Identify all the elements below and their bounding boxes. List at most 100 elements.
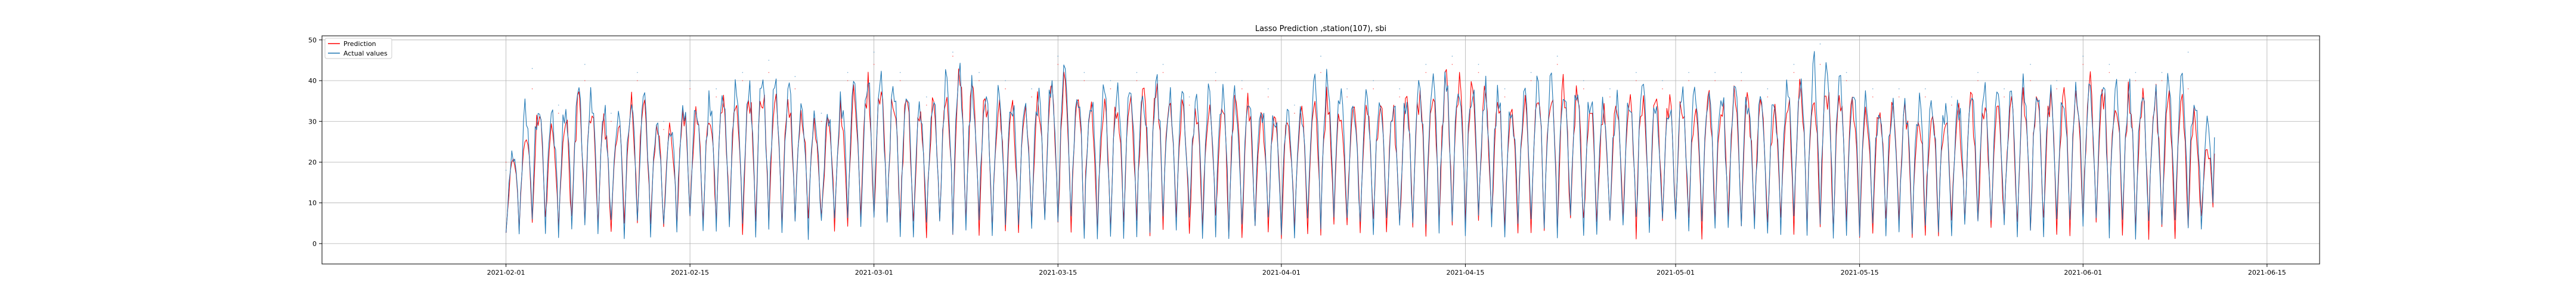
data-point-actual	[2135, 72, 2137, 73]
data-point-prediction	[1977, 80, 1979, 81]
data-point-prediction	[716, 96, 717, 98]
x-tick-label: 2021-04-15	[1446, 269, 1484, 277]
chart-title: Lasso Prediction ,station(107), sbi	[1255, 24, 1386, 33]
data-point-actual	[2056, 80, 2057, 81]
y-tick-label: 50	[308, 36, 317, 44]
data-point-prediction	[1898, 96, 1900, 98]
data-point-actual	[1268, 88, 1269, 90]
data-point-prediction	[689, 88, 691, 90]
data-point-prediction	[794, 88, 796, 90]
data-point-prediction	[1373, 88, 1374, 90]
data-point-prediction	[1478, 72, 1479, 73]
data-point-prediction	[1662, 88, 1663, 90]
data-point-actual	[1451, 56, 1453, 57]
data-point-prediction	[2004, 96, 2005, 98]
data-point-actual	[1110, 80, 1111, 81]
data-point-prediction	[979, 80, 980, 81]
y-tick-label: 20	[308, 158, 317, 166]
data-point-actual	[1767, 88, 1769, 90]
data-point-actual	[2109, 64, 2110, 65]
data-point-prediction	[1110, 88, 1111, 90]
data-point-actual	[1662, 80, 1663, 81]
data-point-prediction	[1636, 80, 1637, 81]
data-point-prediction	[2056, 88, 2057, 90]
data-point-prediction	[1399, 96, 1400, 98]
data-point-actual	[505, 170, 507, 171]
data-point-actual	[2213, 137, 2215, 139]
data-point-prediction	[1530, 80, 1532, 81]
data-point-prediction	[1846, 80, 1847, 81]
data-point-prediction	[1714, 80, 1716, 81]
data-point-actual	[1819, 43, 1821, 45]
x-axis: 2021-02-01 2021-02-15 2021-03-01 2021-03-15…	[487, 264, 2286, 277]
data-point-actual	[1241, 80, 1243, 81]
data-point-actual	[637, 72, 638, 73]
data-point-actual	[2082, 56, 2084, 57]
data-point-actual	[1951, 96, 1952, 98]
data-point-prediction	[2082, 64, 2084, 65]
data-point-prediction	[1819, 64, 1821, 65]
data-point-prediction	[1031, 96, 1032, 98]
legend-box	[324, 38, 392, 59]
data-point-prediction	[637, 80, 638, 81]
legend-label-prediction: Prediction	[343, 40, 376, 48]
data-point-actual	[689, 80, 691, 81]
data-point-prediction	[584, 80, 586, 81]
data-point-prediction	[1294, 112, 1295, 114]
x-tick-label: 2021-05-01	[1657, 269, 1695, 277]
data-point-prediction	[1005, 88, 1006, 90]
y-tick-label: 30	[308, 118, 317, 125]
series-line-actual	[506, 51, 2215, 240]
data-point-actual	[716, 88, 717, 90]
data-point-actual	[531, 67, 533, 69]
data-point-prediction	[873, 64, 875, 65]
data-point-prediction	[1504, 96, 1506, 98]
data-point-actual	[1504, 88, 1506, 90]
data-point-actual	[794, 76, 796, 77]
data-point-actual	[1609, 88, 1611, 90]
data-point-prediction	[1241, 88, 1243, 90]
data-point-actual	[926, 96, 927, 98]
y-tick-label: 0	[312, 240, 317, 248]
data-point-prediction	[1425, 72, 1427, 73]
x-tick-label: 2021-03-15	[1039, 269, 1077, 277]
data-point-prediction	[926, 105, 927, 106]
data-point-prediction	[1451, 64, 1453, 65]
data-point-actual	[1714, 72, 1716, 73]
data-point-prediction	[2161, 80, 2163, 81]
x-tick-label: 2021-05-15	[1841, 269, 1879, 277]
data-point-prediction	[1057, 64, 1058, 65]
data-point-actual	[1346, 88, 1348, 90]
x-tick-label: 2021-03-01	[855, 269, 893, 277]
data-point-actual	[1898, 88, 1900, 90]
series-line-prediction	[506, 68, 2215, 240]
x-tick-label: 2021-06-01	[2064, 269, 2102, 277]
data-point-prediction	[2187, 88, 2189, 90]
data-point-actual	[558, 105, 559, 106]
data-point-prediction	[1556, 64, 1558, 65]
data-point-actual	[1741, 72, 1742, 73]
data-point-prediction	[1320, 72, 1321, 73]
data-point-prediction	[1688, 80, 1689, 81]
data-point-actual	[1636, 72, 1637, 73]
data-point-prediction	[1741, 80, 1742, 81]
data-point-prediction	[2109, 72, 2110, 73]
data-point-prediction	[1609, 96, 1611, 98]
data-point-actual	[611, 112, 612, 114]
data-point-actual	[873, 51, 875, 53]
data-point-actual	[1925, 88, 1926, 90]
data-point-actual	[1031, 88, 1032, 90]
data-point-actual	[584, 64, 586, 65]
data-point-actual	[821, 112, 822, 114]
data-point-actual	[1688, 72, 1689, 73]
plot-frame	[321, 35, 2320, 265]
data-point-prediction	[821, 121, 822, 122]
data-point-actual	[2187, 51, 2189, 53]
y-tick-label: 10	[308, 199, 317, 207]
data-point-prediction	[1268, 96, 1269, 98]
data-point-prediction	[1951, 105, 1952, 106]
data-point-prediction	[1793, 72, 1795, 73]
data-point-prediction	[1767, 96, 1769, 98]
x-tick-label: 2021-02-15	[671, 269, 709, 277]
